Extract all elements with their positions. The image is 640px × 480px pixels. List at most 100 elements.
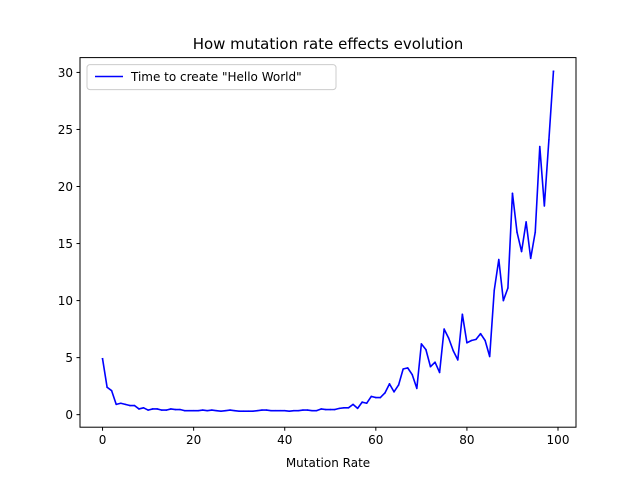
x-tick-label: 0 — [99, 433, 107, 447]
data-point — [252, 410, 254, 413]
data-point — [466, 341, 468, 344]
data-point — [411, 373, 414, 376]
data-point — [502, 299, 505, 302]
data-point — [156, 408, 159, 410]
data-point — [534, 231, 537, 233]
x-tick-label: 100 — [547, 433, 570, 447]
data-point — [370, 395, 373, 398]
data-point — [165, 409, 168, 411]
data-point — [192, 409, 195, 412]
data-point — [393, 391, 395, 393]
data-point — [206, 409, 209, 412]
data-point — [525, 221, 527, 223]
data-point — [115, 403, 118, 406]
data-point — [261, 409, 263, 411]
data-point — [302, 409, 304, 411]
data-point — [138, 408, 140, 410]
data-point — [170, 408, 172, 410]
data-point — [279, 409, 281, 412]
series-line — [101, 70, 555, 413]
data-point — [397, 384, 400, 386]
data-point — [160, 409, 163, 411]
x-tick-label: 60 — [368, 433, 383, 447]
series-layer — [101, 70, 555, 413]
data-point — [388, 383, 391, 385]
legend-label: Time to create "Hello World" — [130, 70, 302, 84]
data-point — [256, 409, 259, 412]
data-point — [461, 313, 464, 316]
data-point — [479, 332, 482, 335]
data-point — [238, 410, 240, 413]
data-point — [324, 408, 327, 411]
data-point — [443, 328, 445, 330]
data-point — [142, 407, 145, 409]
data-point — [375, 396, 377, 399]
data-point — [488, 355, 491, 358]
data-point — [520, 250, 523, 253]
data-point — [334, 408, 336, 411]
data-point — [265, 409, 268, 411]
legend: Time to create "Hello World" — [86, 64, 337, 91]
data-point — [434, 361, 436, 363]
data-point — [101, 357, 104, 360]
data-point — [242, 410, 245, 413]
y-tick-label: 30 — [58, 66, 73, 80]
data-point — [201, 409, 204, 411]
legend-box — [86, 64, 337, 91]
data-point — [507, 287, 509, 289]
data-point — [129, 404, 131, 407]
data-point — [179, 408, 181, 411]
data-point — [215, 409, 218, 412]
data-point — [365, 402, 368, 405]
data-point — [493, 289, 496, 292]
data-point — [379, 396, 382, 399]
data-point — [288, 410, 291, 413]
data-point — [311, 409, 313, 412]
data-point — [484, 339, 486, 342]
data-point — [529, 257, 532, 260]
data-point — [224, 409, 227, 412]
data-point — [329, 408, 332, 411]
data-point — [151, 408, 154, 410]
data-point — [320, 408, 322, 410]
data-point — [429, 365, 432, 368]
data-point — [552, 70, 555, 73]
data-point — [356, 407, 359, 410]
data-point — [343, 407, 345, 409]
data-point — [420, 343, 423, 345]
data-point — [452, 349, 455, 352]
data-point — [106, 386, 108, 389]
y-tick-label: 25 — [58, 123, 73, 137]
data-point — [538, 145, 541, 148]
y-tick-label: 5 — [65, 351, 73, 365]
data-point — [211, 409, 213, 411]
data-point — [548, 138, 550, 141]
data-point — [133, 404, 136, 407]
data-point — [402, 368, 404, 370]
axes-frame — [79, 57, 577, 428]
data-point — [315, 409, 318, 412]
x-tick-label: 80 — [459, 433, 474, 447]
data-point — [220, 410, 222, 413]
x-axis: 0 20 40 60 80 100 — [99, 427, 570, 447]
y-tick-label: 0 — [65, 408, 73, 422]
data-point — [338, 407, 341, 410]
chart-title: How mutation rate effects evolution — [193, 35, 464, 53]
x-tick-label: 40 — [277, 433, 292, 447]
data-point — [229, 409, 231, 411]
data-point — [543, 205, 546, 207]
y-axis: 0 5 10 15 20 25 30 — [58, 66, 80, 422]
data-point — [124, 403, 127, 406]
data-point — [293, 409, 295, 412]
data-point — [457, 359, 459, 361]
data-point — [361, 401, 363, 403]
data-point — [147, 409, 149, 411]
data-point — [283, 409, 286, 412]
data-point — [297, 409, 300, 412]
data-point — [183, 409, 186, 412]
plot-area: 0 20 40 60 80 100 0 5 10 15 20 25 30 Time to create… — [58, 57, 577, 447]
data-point — [447, 337, 450, 340]
y-tick-label: 20 — [58, 180, 73, 194]
data-point — [406, 367, 409, 369]
data-point — [516, 231, 518, 233]
